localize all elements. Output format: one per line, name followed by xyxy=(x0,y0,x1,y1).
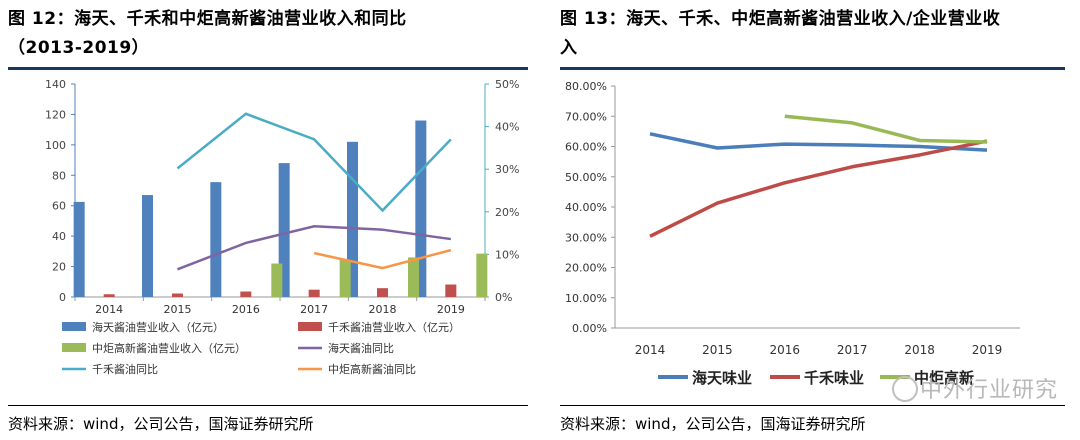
left-y-tick-label: 40 xyxy=(52,230,66,243)
left-source-note: 资料来源：wind，公司公告，国海证券研究所 xyxy=(8,415,314,433)
left-y-tick-label: 0 xyxy=(59,291,66,304)
right-legend-label: 中炬高新 xyxy=(914,369,974,387)
left-bar-1 xyxy=(347,141,358,297)
left-y-tick-label: 140 xyxy=(45,78,66,91)
watermark-logo-icon xyxy=(892,376,918,402)
left-title-line1: 图 12：海天、千禾和中炬高新酱油营业收入和同比 xyxy=(8,9,407,29)
right-line-series-1 xyxy=(649,132,988,152)
left-legend-label: 中炬高新酱油同比 xyxy=(328,362,416,376)
right-y-tick-label: 80.00% xyxy=(565,80,607,93)
left-x-tick-label: 2014 xyxy=(95,303,123,316)
left-y-tick-label: 60 xyxy=(52,200,66,213)
left-legend-label: 千禾酱油营业收入（亿元） xyxy=(328,320,460,334)
left-legend-swatch xyxy=(62,322,86,331)
left-y2-tick-label: 0% xyxy=(495,291,512,304)
left-x-tick-label: 2015 xyxy=(164,303,192,316)
right-title-line1: 图 13：海天、千禾、中炬高新酱油营业收入/企业营业收 xyxy=(560,9,1001,29)
left-bar-1 xyxy=(415,120,427,297)
right-y-tick-label: 20.00% xyxy=(565,262,607,275)
left-bar-1 xyxy=(73,201,85,297)
right-x-tick-label: 2017 xyxy=(837,343,868,357)
left-bar-3 xyxy=(271,263,283,297)
right-y-tick-label: 60.00% xyxy=(565,141,607,154)
left-chart-title: 图 12：海天、千禾和中炬高新酱油营业收入和同比 （2013-2019） xyxy=(8,5,528,63)
right-source-note: 资料来源：wind，公司公告，国海证券研究所 xyxy=(560,415,866,433)
left-bar-2 xyxy=(172,293,183,297)
left-bar-2 xyxy=(445,284,457,297)
right-line-series-3 xyxy=(784,114,988,144)
left-bar-3 xyxy=(408,257,419,297)
left-y-tick-label: 80 xyxy=(52,169,66,182)
left-y2-tick-label: 30% xyxy=(495,163,519,176)
right-title-rule xyxy=(560,67,1065,70)
right-line-series-2 xyxy=(649,139,988,238)
right-legend-label: 千禾味业 xyxy=(804,369,864,387)
right-y-tick-label: 10.00% xyxy=(565,292,607,305)
left-x-tick-label: 2019 xyxy=(437,303,465,316)
left-legend-label: 中炬高新酱油营业收入（亿元） xyxy=(92,341,246,355)
left-legend-swatch xyxy=(298,322,322,331)
left-y-tick-label: 120 xyxy=(45,108,66,121)
left-bar-2 xyxy=(377,288,388,297)
right-y-tick-label: 50.00% xyxy=(565,171,607,184)
left-legend-swatch xyxy=(62,343,86,352)
left-x-tick-label: 2018 xyxy=(369,303,397,316)
left-y2-tick-label: 20% xyxy=(495,206,519,219)
left-bar-1 xyxy=(210,182,222,297)
left-bar-1 xyxy=(278,163,290,297)
left-x-tick-label: 2016 xyxy=(232,303,260,316)
right-y-tick-label: 70.00% xyxy=(565,110,607,123)
right-x-tick-label: 2018 xyxy=(904,343,935,357)
right-x-tick-label: 2015 xyxy=(702,343,733,357)
left-bar-3 xyxy=(339,259,351,297)
left-y2-tick-label: 10% xyxy=(495,248,519,261)
left-source-divider xyxy=(8,405,528,406)
left-x-tick-label: 2017 xyxy=(300,303,328,316)
right-title-line2: 入 xyxy=(560,38,578,58)
watermark-text: 中外行业研究 xyxy=(920,378,1059,403)
left-title-rule xyxy=(8,67,528,70)
left-y2-tick-label: 40% xyxy=(495,121,519,134)
left-y-tick-label: 20 xyxy=(52,261,66,274)
left-legend-label: 千禾酱油同比 xyxy=(92,362,158,376)
left-bar-3 xyxy=(476,253,488,297)
right-chart-title: 图 13：海天、千禾、中炬高新酱油营业收入/企业营业收 入 xyxy=(560,5,1060,63)
right-x-tick-label: 2014 xyxy=(635,343,666,357)
left-legend-label: 海天酱油营业收入（亿元） xyxy=(92,320,224,334)
left-bar-2 xyxy=(103,294,115,297)
left-bar-2 xyxy=(308,289,320,297)
right-y-tick-label: 40.00% xyxy=(565,201,607,214)
left-line-series-2 xyxy=(176,112,452,213)
left-line-series-1 xyxy=(177,225,452,271)
left-line-series-3 xyxy=(313,248,452,270)
right-source-divider xyxy=(560,405,1065,406)
left-y2-tick-label: 50% xyxy=(495,78,519,91)
right-y-tick-label: 30.00% xyxy=(565,231,607,244)
left-y-tick-label: 100 xyxy=(45,139,66,152)
right-y-tick-label: 0.00% xyxy=(572,322,607,335)
right-x-tick-label: 2019 xyxy=(972,343,1003,357)
left-legend-label: 海天酱油同比 xyxy=(328,341,394,355)
left-title-line2: （2013-2019） xyxy=(8,38,150,58)
right-legend-label: 海天味业 xyxy=(692,369,752,387)
left-bar-1 xyxy=(142,195,153,297)
left-bar-2 xyxy=(240,291,252,297)
right-x-tick-label: 2016 xyxy=(770,343,801,357)
